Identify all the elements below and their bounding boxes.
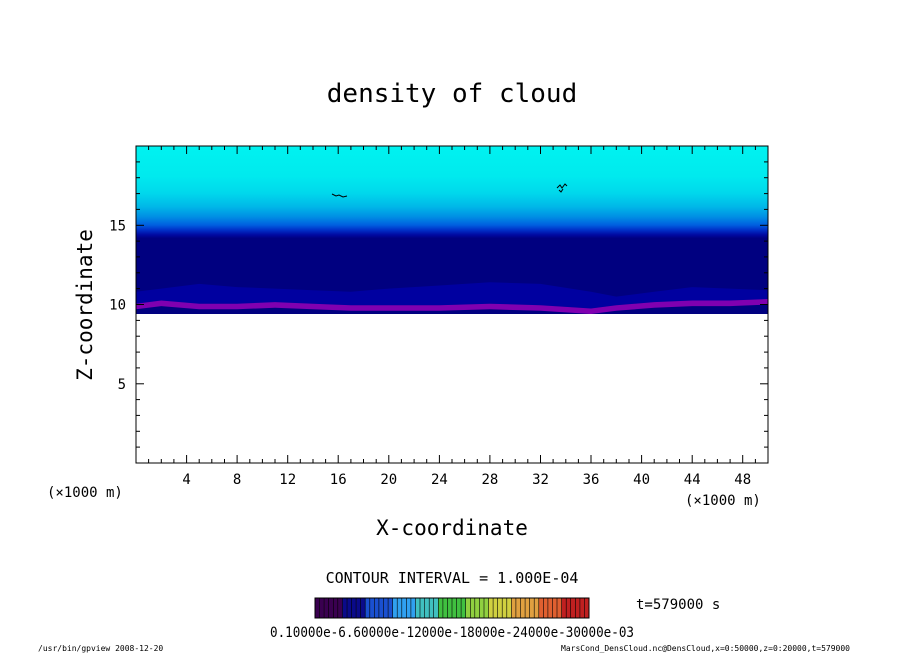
colorbar-segment: [406, 598, 411, 618]
colorbar-segment: [415, 598, 421, 618]
colorbar-segment: [365, 598, 370, 618]
colorbar-segment: [369, 598, 375, 618]
colorbar-segment: [315, 598, 320, 618]
colorbar-segment: [424, 598, 430, 618]
x-tick-label: 12: [279, 472, 296, 488]
colorbar-segment: [351, 598, 357, 618]
colorbar-segment: [374, 598, 379, 618]
colorbar-segment: [410, 598, 416, 618]
colorbar: [314, 598, 589, 618]
colorbar-segment: [461, 598, 466, 618]
x-tick-label: 24: [431, 472, 448, 488]
y-tick-label: 15: [109, 218, 126, 234]
colorbar-segment: [547, 598, 553, 618]
contour-fragment-1: [331, 193, 348, 198]
colorbar-segment: [360, 598, 366, 618]
colorbar-segment: [511, 598, 516, 618]
colorbar-segment: [479, 598, 484, 618]
colorbar-segment: [456, 598, 462, 618]
colorbar-segment: [447, 598, 452, 618]
x-tick-label: 28: [481, 472, 498, 488]
colorbar-segment: [452, 598, 457, 618]
y-axis-label: Z-coordinate: [73, 229, 97, 381]
colorbar-segment: [506, 598, 512, 618]
colorbar-segment: [319, 598, 325, 618]
x-tick-label: 8: [233, 472, 241, 488]
colorbar-segment: [392, 598, 398, 618]
x-tick-label: 20: [380, 472, 397, 488]
colorbar-segment: [502, 598, 507, 618]
colorbar-segment: [520, 598, 526, 618]
colorbar-segment: [497, 598, 503, 618]
colorbar-segment: [488, 598, 494, 618]
contour-fragment-2: [556, 183, 568, 193]
y-unit-label: (×1000 m): [47, 485, 123, 501]
colorbar-segment: [570, 598, 576, 618]
x-tick-label: 4: [182, 472, 190, 488]
x-axis-label: X-coordinate: [376, 516, 528, 540]
colorbar-segment: [342, 598, 347, 618]
colorbar-segment: [538, 598, 544, 618]
colorbar-segment: [356, 598, 361, 618]
colorbar-segment: [561, 598, 567, 618]
colorbar-segment: [328, 598, 334, 618]
colorbar-segment: [579, 598, 585, 618]
y-tick-label: 5: [118, 377, 126, 393]
colorbar-segment: [566, 598, 571, 618]
y-tick-labels: 5 10 15: [109, 218, 126, 392]
x-tick-labels: 4 8 12 16 20 24 28 32 36 40 44 48: [182, 472, 751, 488]
time-label: t=579000 s: [636, 597, 720, 613]
colorbar-segment: [388, 598, 393, 618]
colorbar-segment: [347, 598, 352, 618]
colorbar-segment: [584, 598, 589, 618]
colorbar-segment: [575, 598, 580, 618]
cloud-base-band: [136, 299, 768, 314]
x-tick-label: 36: [583, 472, 600, 488]
footer-left: /usr/bin/gpview 2008-12-20: [38, 644, 163, 653]
plot-area: [136, 146, 768, 314]
colorbar-segment: [420, 598, 425, 618]
x-tick-label: 32: [532, 472, 549, 488]
colorbar-segment: [534, 598, 539, 618]
colorbar-segment: [438, 598, 443, 618]
colorbar-segment: [543, 598, 548, 618]
colorbar-segment: [470, 598, 475, 618]
colorbar-segment: [383, 598, 389, 618]
colorbar-segment: [401, 598, 407, 618]
axis-ticks: [136, 146, 768, 463]
contour-interval-label: CONTOUR INTERVAL = 1.000E-04: [326, 569, 579, 587]
colorbar-segment: [333, 598, 338, 618]
colorbar-frame: [314, 597, 590, 619]
colorbar-segment: [552, 598, 558, 618]
colorbar-segment: [525, 598, 530, 618]
colorbar-segment: [484, 598, 489, 618]
colorbar-segment: [397, 598, 402, 618]
colorbar-segment: [337, 598, 343, 618]
colorbar-segment: [474, 598, 480, 618]
colorbar-tick-labels: 0.10000e-6.60000e-12000e-18000e-24000e-3…: [270, 625, 634, 641]
colorbar-segment: [429, 598, 434, 618]
colorbar-segment: [324, 598, 329, 618]
colorbar-segment: [433, 598, 439, 618]
colorbar-segment: [378, 598, 384, 618]
x-tick-label: 44: [684, 472, 701, 488]
y-tick-label: 10: [109, 298, 126, 314]
x-tick-label: 40: [633, 472, 650, 488]
x-unit-label: (×1000 m): [685, 493, 761, 509]
chart-title: density of cloud: [327, 79, 577, 109]
colorbar-segment: [529, 598, 535, 618]
colorbar-segment: [442, 598, 448, 618]
x-tick-label: 48: [734, 472, 751, 488]
colorbar-segment: [465, 598, 471, 618]
cloud-core-band: [136, 282, 768, 309]
colorbar-segment: [557, 598, 562, 618]
colorbar-segment: [493, 598, 498, 618]
x-tick-label: 16: [330, 472, 347, 488]
footer-right: MarsCond_DensCloud.nc@DensCloud,x=0:5000…: [561, 644, 850, 653]
colorbar-segment: [515, 598, 521, 618]
